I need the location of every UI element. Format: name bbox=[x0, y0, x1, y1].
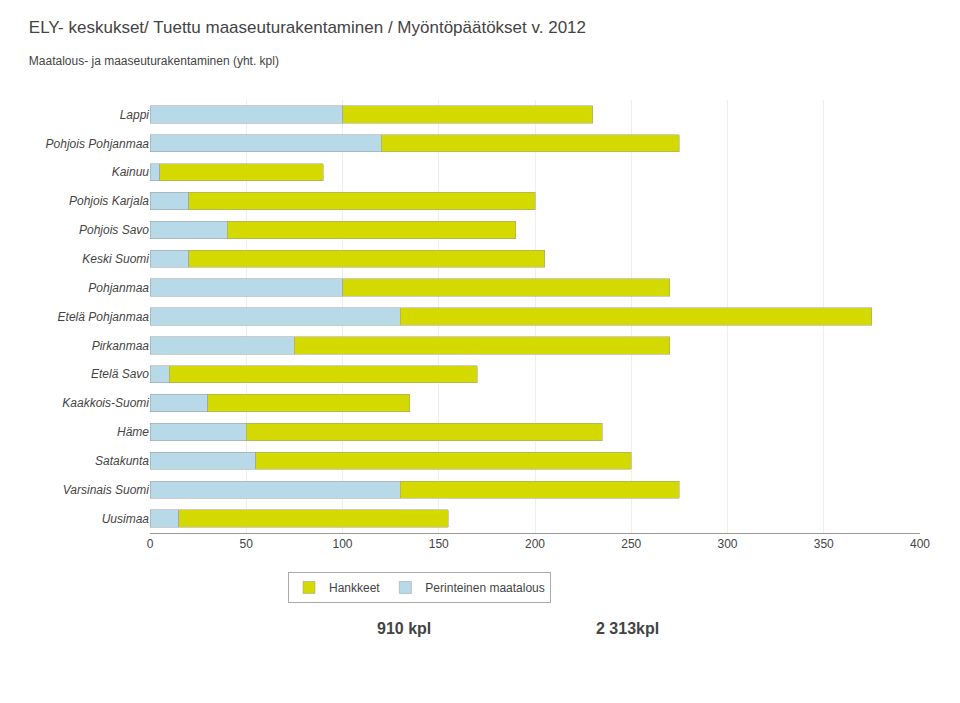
svg-text:Pohjois Karjala: Pohjois Karjala bbox=[69, 194, 149, 208]
svg-text:100: 100 bbox=[332, 537, 352, 551]
svg-text:250: 250 bbox=[621, 537, 641, 551]
svg-text:910 kpl: 910 kpl bbox=[377, 620, 431, 637]
svg-text:200: 200 bbox=[525, 537, 545, 551]
svg-text:Pohjois Savo: Pohjois Savo bbox=[79, 223, 149, 237]
svg-text:Hankkeet: Hankkeet bbox=[329, 581, 380, 595]
svg-text:Kainuu: Kainuu bbox=[112, 165, 150, 179]
svg-text:350: 350 bbox=[814, 537, 834, 551]
svg-text:Perinteinen maatalous: Perinteinen maatalous bbox=[425, 581, 544, 595]
svg-text:Satakunta: Satakunta bbox=[95, 454, 149, 468]
svg-text:Pohjois Pohjanmaa: Pohjois Pohjanmaa bbox=[46, 137, 150, 151]
svg-text:Etelä Pohjanmaa: Etelä Pohjanmaa bbox=[58, 310, 150, 324]
svg-text:Kaakkois-Suomi: Kaakkois-Suomi bbox=[62, 396, 149, 410]
svg-text:2 313kpl: 2 313kpl bbox=[596, 620, 659, 637]
svg-text:Uusimaa: Uusimaa bbox=[102, 512, 150, 526]
svg-text:Lappi: Lappi bbox=[120, 108, 150, 122]
svg-text:Pirkanmaa: Pirkanmaa bbox=[92, 339, 150, 353]
svg-text:Pohjanmaa: Pohjanmaa bbox=[88, 281, 149, 295]
svg-text:150: 150 bbox=[429, 537, 449, 551]
svg-text:400: 400 bbox=[910, 537, 930, 551]
svg-text:Varsinais Suomi: Varsinais Suomi bbox=[63, 483, 150, 497]
svg-text:ELY- keskukset/ Tuettu maaseut: ELY- keskukset/ Tuettu maaseuturakentami… bbox=[29, 18, 586, 37]
svg-text:300: 300 bbox=[717, 537, 737, 551]
svg-text:Maatalous- ja maaseuturakentam: Maatalous- ja maaseuturakentaminen (yht.… bbox=[29, 54, 279, 68]
svg-text:Keski Suomi: Keski Suomi bbox=[82, 252, 149, 266]
svg-text:Etelä Savo: Etelä Savo bbox=[91, 367, 149, 381]
svg-text:0: 0 bbox=[147, 537, 154, 551]
svg-text:50: 50 bbox=[240, 537, 254, 551]
svg-text:Häme: Häme bbox=[117, 425, 149, 439]
